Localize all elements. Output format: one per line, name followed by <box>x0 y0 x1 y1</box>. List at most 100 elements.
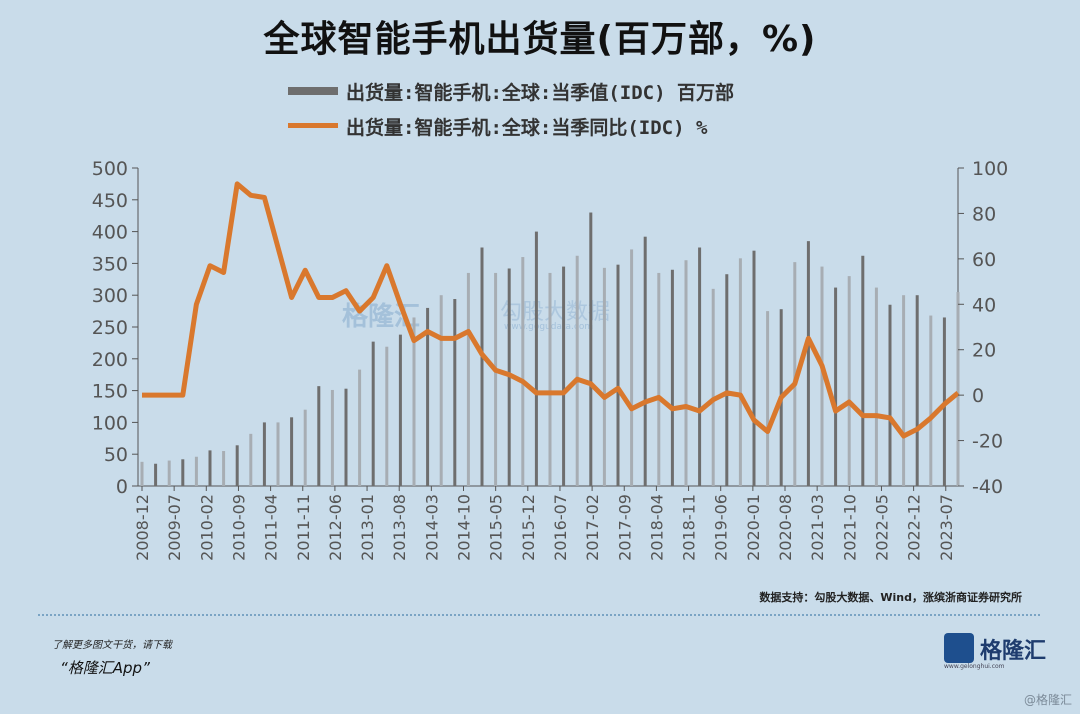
bar <box>548 272 552 486</box>
bar <box>480 247 484 486</box>
left-tick-label: 0 <box>116 476 128 498</box>
bar <box>398 334 402 486</box>
bar <box>929 315 933 486</box>
bar <box>439 295 443 486</box>
x-tick-label: 2021-03 <box>808 494 827 561</box>
bar-series <box>140 212 960 486</box>
x-tick-label: 2021-10 <box>840 494 859 561</box>
logo-mark-icon <box>944 633 974 663</box>
x-tick-label: 2012-06 <box>326 494 345 561</box>
x-tick-label: 2010-09 <box>229 494 248 561</box>
x-tick-label: 2017-02 <box>583 494 602 561</box>
left-tick-label: 450 <box>92 190 128 212</box>
bar <box>303 409 307 486</box>
x-tick-label: 2022-05 <box>872 494 891 561</box>
bar <box>806 241 810 486</box>
bar <box>847 276 851 486</box>
right-tick-label: 80 <box>972 203 996 225</box>
yoy-line <box>142 181 960 439</box>
bar <box>684 260 688 486</box>
right-tick-label: 100 <box>972 158 1008 180</box>
x-tick-label: 2015-05 <box>487 494 506 561</box>
bar <box>276 422 280 486</box>
bar <box>820 266 824 486</box>
x-tick-label: 2017-09 <box>615 494 634 561</box>
x-tick-label: 2020-08 <box>776 494 795 561</box>
bar <box>616 264 620 486</box>
bar <box>453 299 457 486</box>
footer-app-name: “格隆汇App” <box>60 659 150 677</box>
left-tick-label: 250 <box>92 317 128 339</box>
bar <box>235 445 239 486</box>
bar <box>140 461 144 486</box>
x-tick-label: 2022-12 <box>905 494 924 561</box>
bar <box>562 266 566 486</box>
x-tick-label: 2020-01 <box>744 494 763 561</box>
x-tick-label: 2013-08 <box>390 494 409 561</box>
footer-promo-text: 了解更多图文干货，请下载 <box>52 640 172 651</box>
left-tick-label: 350 <box>92 253 128 275</box>
bar <box>630 249 634 486</box>
bar <box>589 212 593 486</box>
bar <box>494 272 498 486</box>
bar <box>426 307 430 486</box>
x-tick-label: 2016-07 <box>551 494 570 561</box>
bar <box>262 422 266 486</box>
legend-line-swatch <box>288 123 338 128</box>
x-tick-label: 2014-03 <box>422 494 441 561</box>
x-tick-label: 2023-07 <box>937 494 956 561</box>
legend-line-label: 出货量:智能手机:全球:当季同比(IDC) % <box>346 117 708 139</box>
bar <box>738 258 742 486</box>
x-tick-label: 2011-04 <box>262 494 281 561</box>
x-tick-label: 2014-10 <box>455 494 474 561</box>
right-tick-label: 20 <box>972 340 996 362</box>
x-tick-label: 2009-07 <box>165 494 184 561</box>
bar <box>670 269 674 486</box>
bar <box>412 317 416 486</box>
chart-title: 全球智能手机出货量(百万部，%) <box>263 19 817 60</box>
logo-text: 格隆汇 <box>980 639 1047 664</box>
legend-bar-label: 出货量:智能手机:全球:当季值(IDC) 百万部 <box>346 82 734 104</box>
bar <box>861 255 865 486</box>
bar <box>371 341 375 486</box>
bar <box>344 388 348 486</box>
left-tick-label: 150 <box>92 381 128 403</box>
bar <box>766 311 770 486</box>
x-tick-label: 2010-02 <box>197 494 216 561</box>
bar <box>602 267 606 486</box>
bar <box>698 247 702 486</box>
bar <box>249 433 253 486</box>
bar <box>725 274 729 486</box>
bar <box>874 287 878 486</box>
bar <box>222 451 226 486</box>
bar <box>317 386 321 486</box>
right-tick-label: 40 <box>972 294 996 316</box>
bar <box>208 450 212 486</box>
bar <box>181 459 185 486</box>
left-tick-label: 500 <box>92 158 128 180</box>
right-tick-label: 60 <box>972 249 996 271</box>
x-tick-label: 2019-06 <box>712 494 731 561</box>
right-tick-label: 0 <box>972 385 984 407</box>
bar <box>643 236 647 486</box>
x-tick-label: 2018-11 <box>680 494 699 561</box>
bar <box>915 295 919 486</box>
bar <box>466 272 470 486</box>
bar <box>834 287 838 486</box>
bar <box>534 231 538 486</box>
source-note: 数据支持：勾股大数据、Wind，涨缤浙商证券研究所 <box>759 591 1022 604</box>
bar <box>521 257 525 486</box>
x-tick-label: 2011-11 <box>294 494 313 561</box>
bar <box>793 262 797 486</box>
bar <box>330 389 334 486</box>
left-tick-label: 100 <box>92 412 128 434</box>
bar <box>167 460 171 486</box>
left-axis: 0 50 100 150 200 250 300 350 400 450 500 <box>92 158 138 498</box>
bar <box>290 417 294 486</box>
x-tick-label: 2015-12 <box>519 494 538 561</box>
bar <box>752 250 756 486</box>
right-tick-label: -40 <box>972 476 1003 498</box>
left-tick-label: 200 <box>92 349 128 371</box>
bar <box>358 369 362 486</box>
